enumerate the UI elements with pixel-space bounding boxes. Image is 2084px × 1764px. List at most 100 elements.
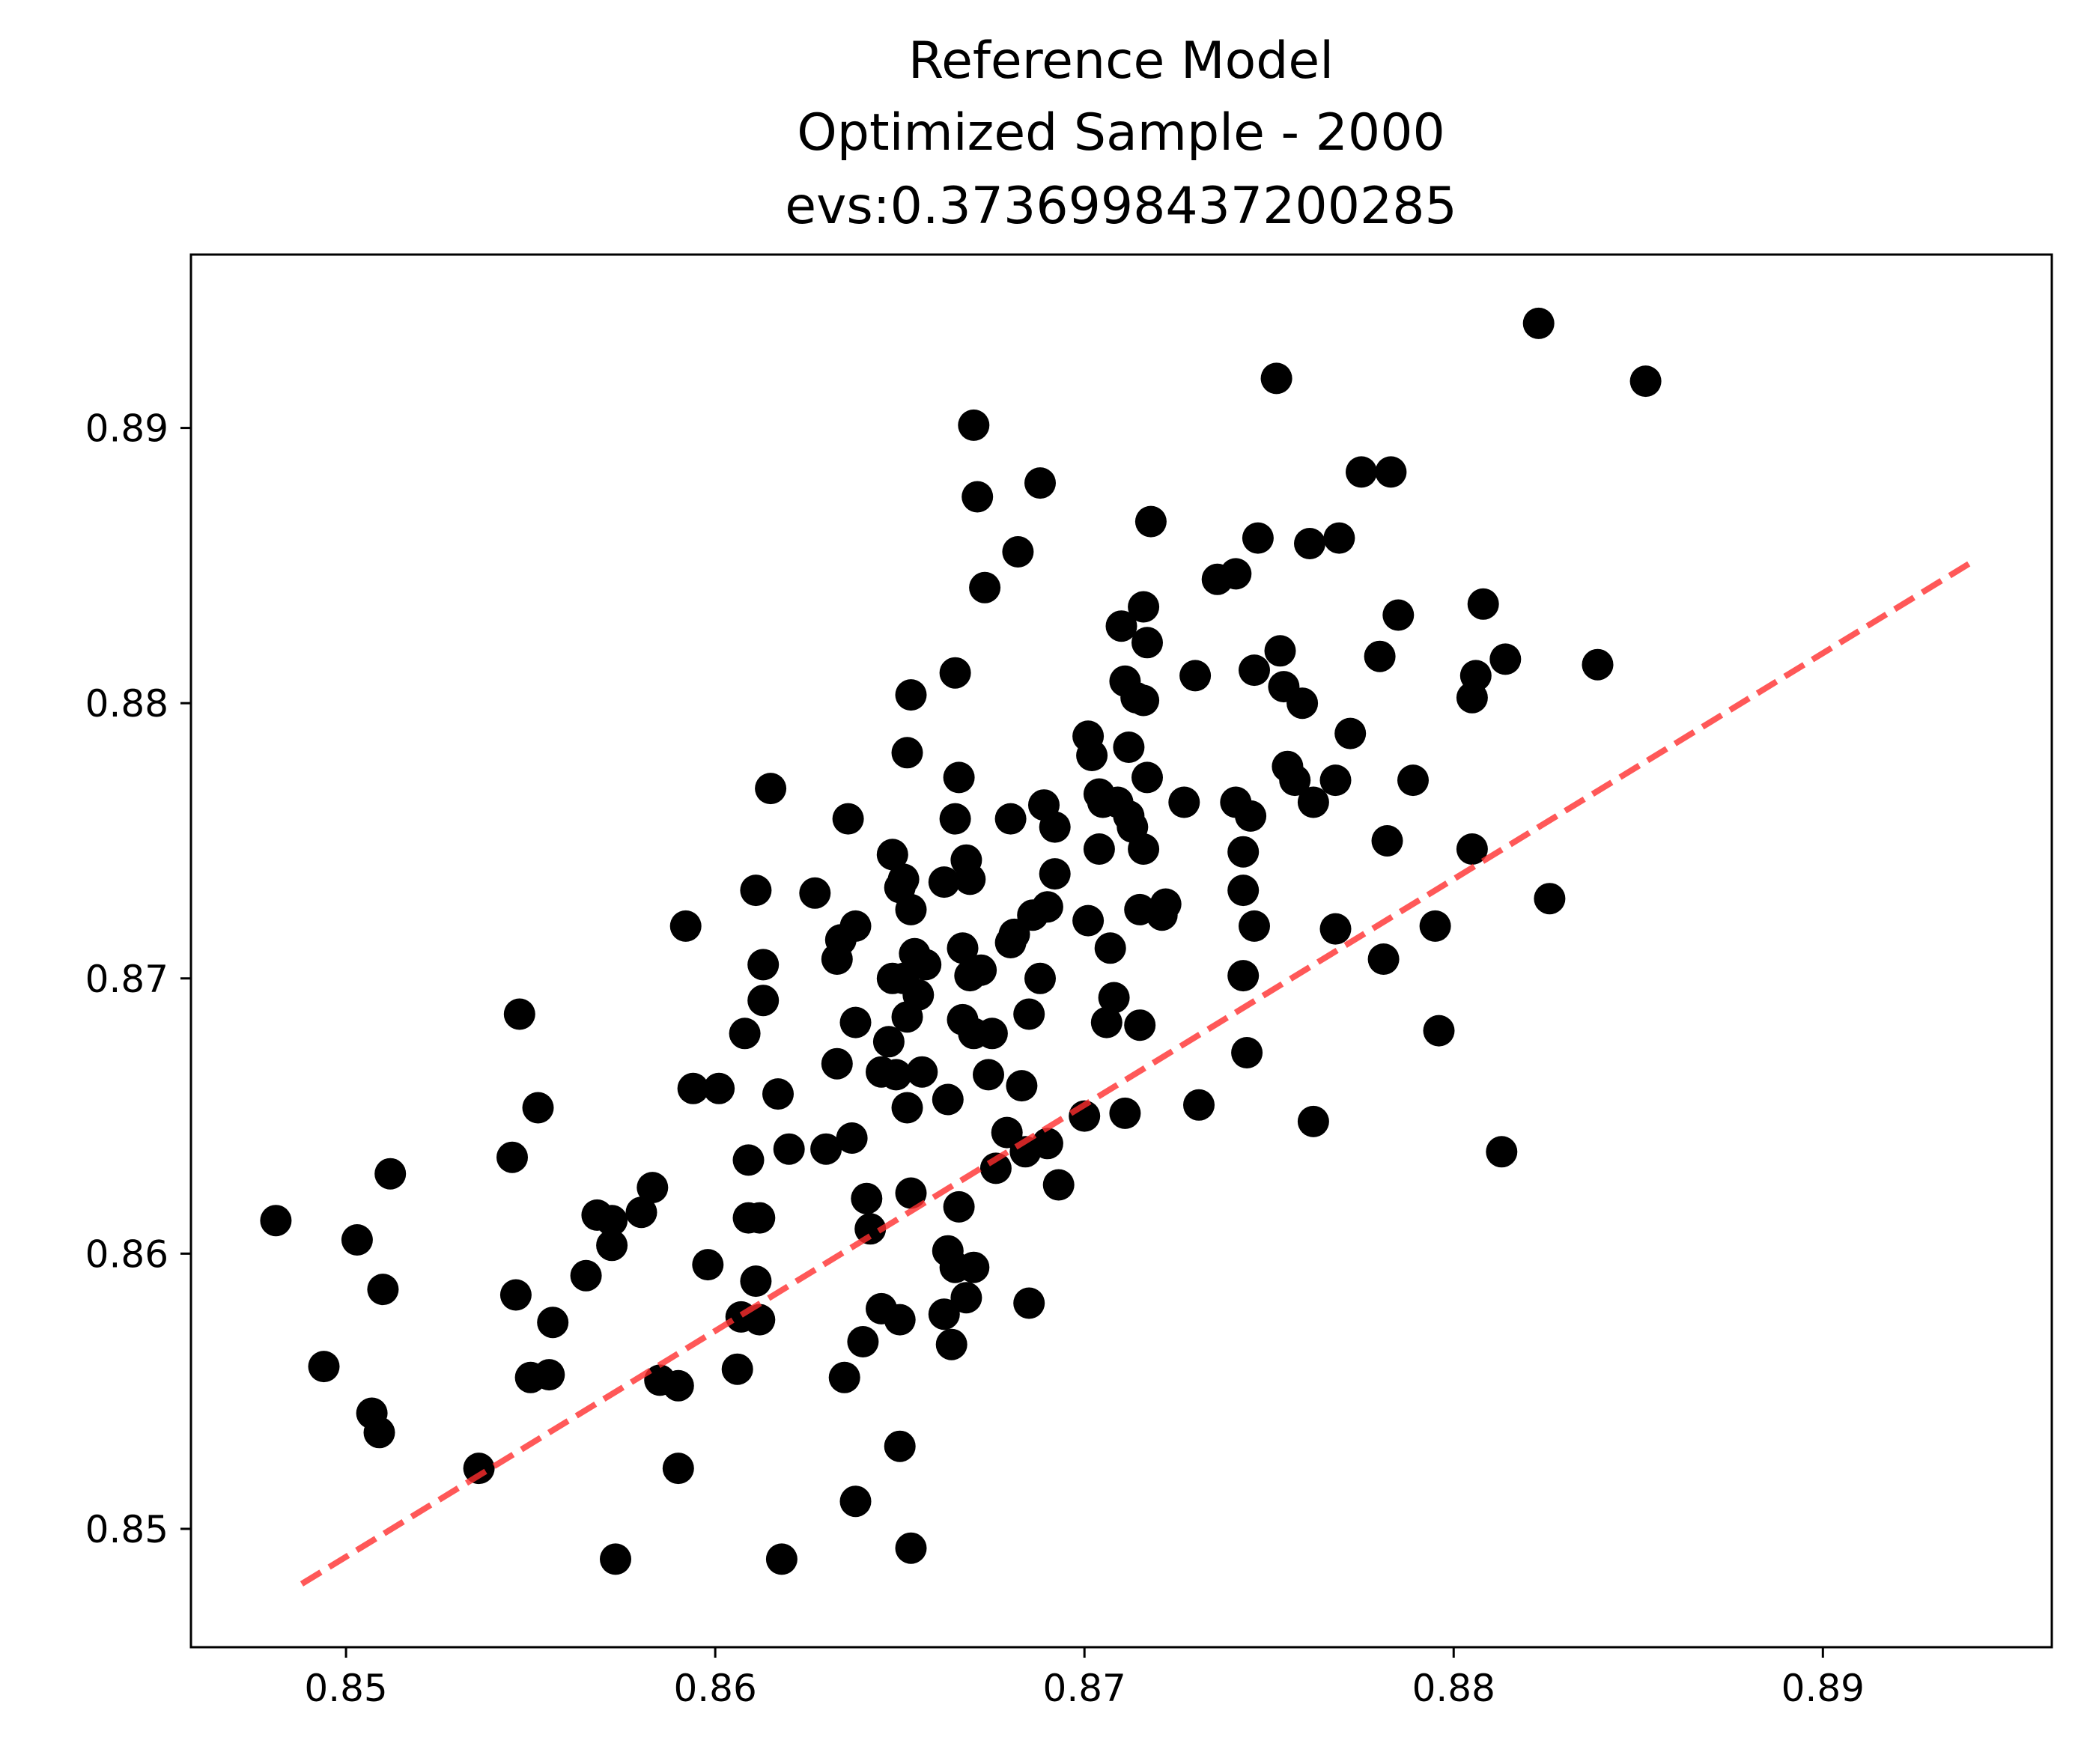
scatter-point [1279, 764, 1311, 797]
scatter-point [1083, 833, 1115, 865]
scatter-point [308, 1351, 340, 1383]
scatter-point [851, 1182, 883, 1214]
scatter-point [962, 481, 994, 513]
scatter-point [1459, 660, 1492, 692]
scatter-point [973, 1059, 1004, 1091]
scatter-point [839, 1006, 872, 1038]
scatter-point [1260, 362, 1292, 395]
scatter-point [943, 1190, 975, 1223]
scatter-point [935, 1328, 967, 1360]
scatter-point [1168, 786, 1200, 818]
scatter-point [1134, 505, 1167, 538]
x-tick-label: 0.87 [1043, 1667, 1126, 1710]
scatter-point [1323, 522, 1355, 554]
scatter-point [260, 1205, 292, 1237]
scatter-point [1031, 891, 1063, 923]
scatter-point [1220, 558, 1252, 590]
scatter-point [1235, 800, 1267, 832]
scatter-point [1319, 913, 1352, 945]
scatter-point [1031, 1128, 1063, 1160]
scatter-point [1094, 932, 1126, 964]
scatter-point [1098, 982, 1130, 1014]
scatter-point [1239, 654, 1270, 687]
scatter-point [976, 1018, 1008, 1050]
scatter-point [895, 1177, 927, 1209]
scatter-point [847, 1326, 879, 1357]
scatter-point [910, 949, 942, 981]
scatter-point [832, 803, 864, 835]
scatter-point [1297, 786, 1329, 818]
scatter-point [740, 1265, 772, 1298]
scatter-point [1105, 610, 1137, 642]
scatter-point [1131, 761, 1163, 794]
scatter-point [637, 1172, 669, 1204]
scatter-point [740, 875, 772, 907]
x-tick-label: 0.85 [304, 1667, 387, 1710]
x-tick-label: 0.86 [673, 1667, 756, 1710]
scatter-point [994, 803, 1027, 835]
scatter-point [1149, 888, 1182, 920]
scatter-point [799, 877, 831, 909]
scatter-point [1227, 875, 1260, 907]
x-tick-label: 0.89 [1781, 1667, 1865, 1710]
scatter-point [979, 1152, 1012, 1184]
scatter-point [928, 1298, 960, 1330]
scatter-point [496, 1141, 528, 1173]
scatter-point [1419, 910, 1451, 942]
scatter-point [1227, 836, 1260, 868]
scatter-point [939, 657, 971, 689]
scatter-point [1013, 998, 1045, 1030]
scatter-point [1582, 648, 1614, 681]
scatter-point [747, 949, 780, 981]
scatter-point [895, 679, 927, 711]
y-tick-label: 0.87 [85, 958, 168, 1001]
scatter-point [669, 910, 702, 942]
scatter-point [839, 910, 872, 942]
scatter-point [1131, 627, 1163, 659]
scatter-point [902, 979, 935, 1011]
scatter-point [932, 1083, 964, 1116]
scatter-point [1297, 1105, 1329, 1137]
scatter-point [906, 1056, 938, 1088]
scatter-point [499, 1279, 532, 1311]
scatter-point [662, 1453, 694, 1485]
chart-title-line-3: evs:0.3736998437200285 [785, 177, 1457, 236]
scatter-point [958, 1251, 990, 1283]
scatter-point [1486, 1136, 1518, 1168]
scatter-point [570, 1259, 602, 1292]
scatter-point [876, 839, 908, 871]
scatter-point [884, 1304, 916, 1336]
scatter-point [747, 985, 780, 1017]
x-axis-ticks: 0.85 0.86 0.87 0.88 0.89 [304, 1647, 1865, 1710]
scatter-point [950, 1282, 982, 1314]
scatter-point [773, 1133, 805, 1165]
scatter-point [744, 1202, 776, 1234]
scatter-point [1629, 365, 1662, 398]
scatter-point [1039, 858, 1071, 890]
scatter-point [884, 1430, 916, 1462]
scatter-point [1227, 960, 1260, 992]
scatter-point [1128, 684, 1160, 717]
scatter-point [1375, 456, 1407, 488]
scatter-point [703, 1072, 735, 1104]
scatter-point [821, 1047, 853, 1080]
scatter-point [839, 1485, 872, 1518]
scatter-points [260, 307, 1662, 1575]
scatter-point [721, 1353, 753, 1385]
scatter-point [1319, 764, 1352, 797]
scatter-point [596, 1229, 628, 1262]
scatter-point [729, 1018, 761, 1050]
scatter-point [836, 1122, 868, 1154]
scatter-point [692, 1249, 724, 1281]
scatter-point [854, 1213, 887, 1245]
scatter-point [1113, 732, 1145, 763]
chart-title-line-1: Reference Model [908, 31, 1334, 91]
scatter-point [954, 863, 986, 895]
scatter-point [1013, 1287, 1045, 1319]
scatter-point [943, 761, 975, 794]
scatter-point [1467, 588, 1499, 620]
scatter-point [1371, 825, 1403, 857]
scatter-point [762, 1078, 794, 1110]
plot-area-frame [189, 253, 2053, 1649]
scatter-point [1090, 1006, 1122, 1038]
